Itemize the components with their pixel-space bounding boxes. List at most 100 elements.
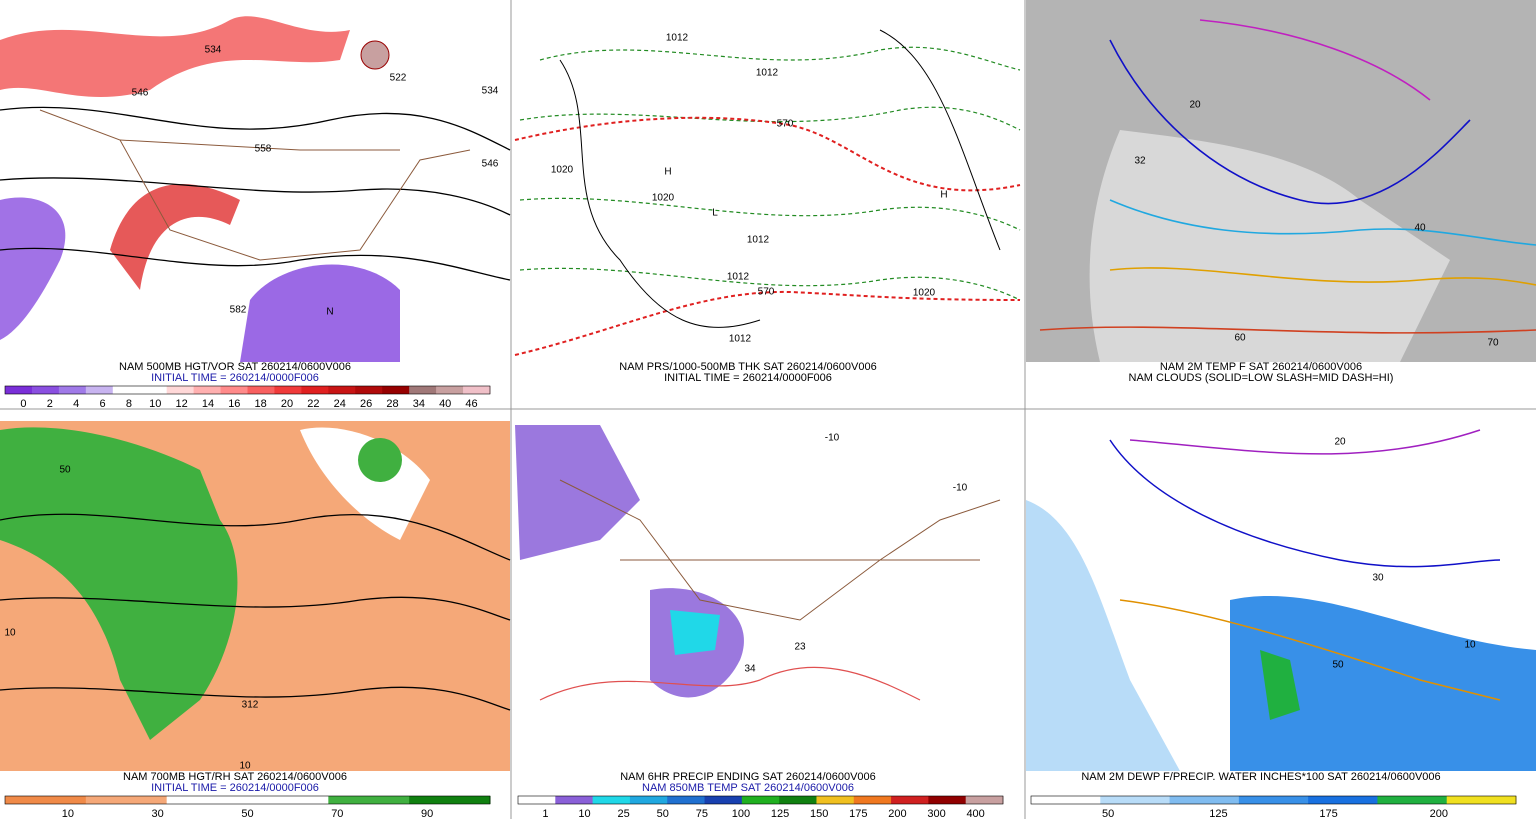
colorbar-label: 16 bbox=[228, 398, 240, 410]
map-label: 1012 bbox=[747, 235, 770, 246]
colorbar-label: 0 bbox=[20, 398, 26, 410]
panel-caption: NAM 2M DEWP F/PRECIP. WATER INCHES*100 S… bbox=[1081, 771, 1440, 783]
map-label: 10 bbox=[239, 761, 251, 772]
map-label: 34 bbox=[744, 664, 756, 675]
colorbar-label: 46 bbox=[465, 398, 477, 410]
panel-subcaption: NAM 850MB TEMP SAT 260214/0600V006 bbox=[642, 782, 854, 794]
colorbar-label: 50 bbox=[1102, 808, 1114, 819]
colorbar-swatch bbox=[1238, 796, 1309, 804]
colorbar-label: 40 bbox=[439, 398, 451, 410]
map-label: 1012 bbox=[729, 334, 752, 345]
map-label: -10 bbox=[953, 483, 968, 494]
colorbar-label: 28 bbox=[386, 398, 398, 410]
colorbar-label: 50 bbox=[657, 808, 669, 819]
colorbar-label: 90 bbox=[421, 808, 433, 819]
colorbar-label: 24 bbox=[334, 398, 346, 410]
colorbar-label: 200 bbox=[888, 808, 906, 819]
colorbar-swatch bbox=[247, 796, 329, 804]
colorbar-frame bbox=[4, 385, 491, 395]
colorbar-swatch bbox=[1100, 796, 1171, 804]
colorbar-swatch bbox=[409, 386, 437, 394]
map-label: 546 bbox=[132, 88, 149, 99]
colorbar-frame bbox=[517, 795, 1004, 805]
map-label: 23 bbox=[794, 642, 806, 653]
colorbar-label: 25 bbox=[617, 808, 629, 819]
map-label: 32 bbox=[1134, 156, 1146, 167]
colorbar-swatch bbox=[193, 386, 222, 394]
colorbar-label: 125 bbox=[771, 808, 789, 819]
colorbar-swatch bbox=[928, 796, 967, 804]
colorbar-swatch bbox=[166, 386, 195, 394]
colorbar-swatch bbox=[112, 386, 141, 394]
colorbar-label: 34 bbox=[413, 398, 425, 410]
colorbar-swatch bbox=[853, 796, 892, 804]
map-label: H bbox=[940, 190, 947, 201]
colorbar-label: 8 bbox=[126, 398, 132, 410]
colorbar-label: 10 bbox=[578, 808, 590, 819]
colorbar-label: 10 bbox=[62, 808, 74, 819]
colorbar-swatch bbox=[555, 796, 594, 804]
colorbar-swatch bbox=[85, 386, 114, 394]
colorbar-label: 22 bbox=[307, 398, 319, 410]
panel-caption: NAM 500MB HGT/VOR SAT 260214/0600V006 bbox=[119, 361, 351, 373]
colorbar-swatch bbox=[518, 796, 556, 804]
colorbar-swatch bbox=[301, 386, 329, 394]
colorbar-swatch bbox=[1308, 796, 1378, 804]
map-label: 312 bbox=[242, 700, 259, 711]
colorbar-label: 400 bbox=[966, 808, 984, 819]
colorbar-label: 125 bbox=[1209, 808, 1227, 819]
panel-subcaption: INITIAL TIME = 260214/0000F006 bbox=[151, 372, 319, 384]
map-label: 582 bbox=[230, 305, 247, 316]
panel-caption: NAM 700MB HGT/RH SAT 260214/0600V006 bbox=[123, 771, 347, 783]
colorbar-label: 30 bbox=[152, 808, 164, 819]
colorbar-label: 12 bbox=[175, 398, 187, 410]
map-label: 534 bbox=[482, 86, 499, 97]
colorbar-swatch bbox=[741, 796, 780, 804]
map-label: 50 bbox=[1332, 660, 1344, 671]
colorbar-swatch bbox=[58, 386, 87, 394]
map-label: 50 bbox=[59, 465, 71, 476]
colorbar-label: 50 bbox=[241, 808, 253, 819]
colorbar-label: 70 bbox=[331, 808, 343, 819]
colorbar-swatch bbox=[220, 386, 248, 394]
map-label: 1012 bbox=[666, 33, 689, 44]
colorbar-label: 4 bbox=[73, 398, 79, 410]
map-label: 10 bbox=[4, 628, 16, 639]
colorbar-swatch bbox=[139, 386, 168, 394]
map-label: -10 bbox=[825, 433, 840, 444]
panel-subcaption: NAM CLOUDS (SOLID=LOW SLASH=MID DASH=HI) bbox=[1129, 372, 1394, 384]
colorbar-label: 1 bbox=[542, 808, 548, 819]
colorbar-swatch bbox=[5, 796, 87, 804]
map-label: H bbox=[664, 167, 671, 178]
map-label: 1020 bbox=[551, 165, 574, 176]
panel-caption: NAM 6HR PRECIP ENDING SAT 260214/0600V00… bbox=[620, 771, 876, 783]
map-art bbox=[0, 0, 1536, 771]
map-label: 1012 bbox=[727, 272, 750, 283]
map-label: 546 bbox=[482, 159, 499, 170]
colorbar-swatch bbox=[891, 796, 929, 804]
colorbar-swatch bbox=[31, 386, 60, 394]
colorbar-label: 300 bbox=[927, 808, 945, 819]
map-label: 30 bbox=[1372, 573, 1384, 584]
map-label: 570 bbox=[777, 119, 794, 130]
colorbar-label: 10 bbox=[149, 398, 161, 410]
colorbar-swatch bbox=[704, 796, 743, 804]
colorbar-swatch bbox=[463, 386, 491, 394]
colorbar-label: 20 bbox=[281, 398, 293, 410]
colorbar-swatch bbox=[816, 796, 855, 804]
colorbar-label: 175 bbox=[849, 808, 867, 819]
colorbar-label: 18 bbox=[255, 398, 267, 410]
colorbar-frame bbox=[4, 795, 491, 805]
colorbar-label: 26 bbox=[360, 398, 372, 410]
colorbar-swatch bbox=[409, 796, 491, 804]
map-label: 20 bbox=[1189, 100, 1201, 111]
map-label: N bbox=[326, 307, 333, 318]
colorbar-swatch bbox=[355, 386, 383, 394]
colorbar-label: 2 bbox=[47, 398, 53, 410]
colorbar-swatch bbox=[592, 796, 631, 804]
map-label: 70 bbox=[1487, 338, 1499, 349]
map-label: 40 bbox=[1414, 223, 1426, 234]
map-label: 60 bbox=[1234, 333, 1246, 344]
colorbar-swatch bbox=[85, 796, 168, 804]
